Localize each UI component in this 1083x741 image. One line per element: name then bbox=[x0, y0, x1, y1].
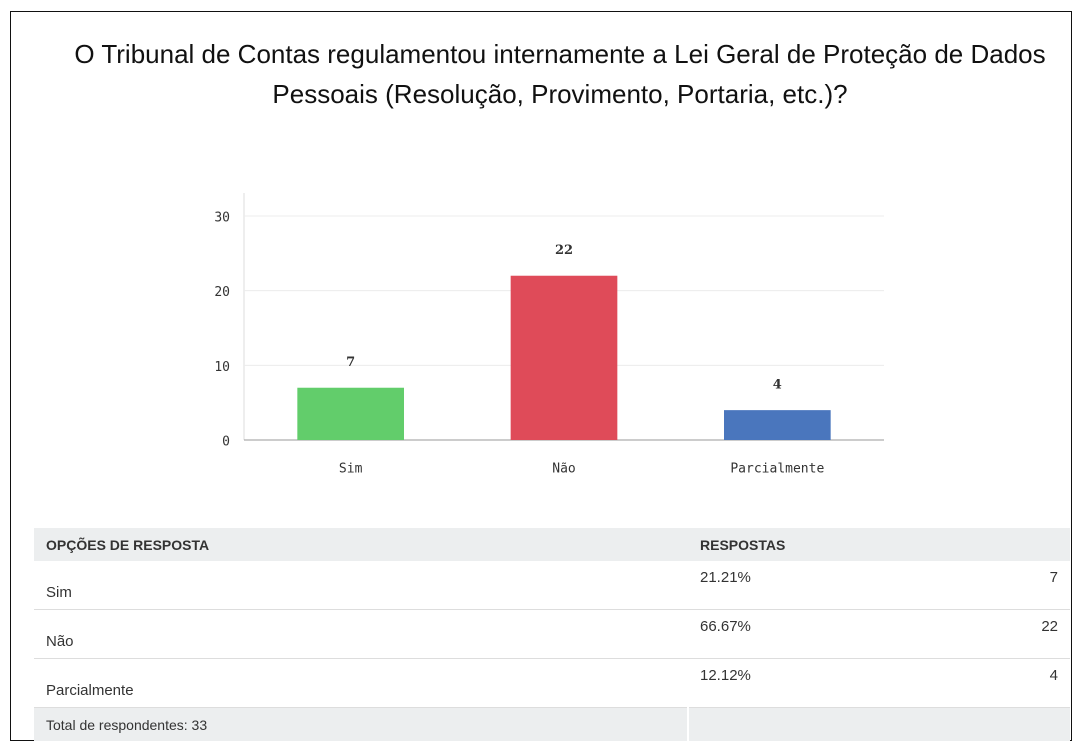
value-label: 22 bbox=[555, 243, 573, 258]
y-tick-label: 0 bbox=[222, 435, 230, 450]
y-tick-label: 30 bbox=[214, 211, 230, 226]
header-cell: RESPOSTAS bbox=[688, 528, 1070, 561]
table-cell: 21.21% bbox=[688, 561, 936, 610]
value-label: 7 bbox=[346, 355, 355, 370]
table-cell: Parcialmente bbox=[34, 659, 688, 708]
table-cell: 7 bbox=[936, 561, 1071, 610]
x-tick-label: Sim bbox=[339, 462, 363, 477]
bar bbox=[511, 276, 618, 440]
table-cell: 22 bbox=[936, 610, 1071, 659]
bar bbox=[724, 410, 831, 440]
chart: 0 10 20 30 Sim 7 Não 22 Parcialmente 4 bbox=[0, 0, 1083, 520]
table-cell: Sim bbox=[34, 561, 688, 610]
x-tick-label: Parcialmente bbox=[730, 462, 824, 477]
table-cell: 12.12% bbox=[688, 659, 936, 708]
footer-cell-empty bbox=[688, 708, 1070, 741]
table-cell: 4 bbox=[936, 659, 1071, 708]
bar bbox=[297, 388, 404, 440]
y-tick-label: 10 bbox=[214, 360, 230, 375]
value-label: 4 bbox=[773, 378, 782, 393]
footer-row: Total de respondentes: 33 bbox=[34, 708, 1070, 741]
header-row: OPÇÕES DE RESPOSTA RESPOSTAS bbox=[34, 528, 1070, 561]
x-tick-label: Não bbox=[552, 462, 575, 477]
table-cell: Não bbox=[34, 610, 688, 659]
header-cell: OPÇÕES DE RESPOSTA bbox=[34, 528, 688, 561]
table-cell: 66.67% bbox=[688, 610, 936, 659]
y-tick-label: 20 bbox=[214, 285, 230, 300]
footer-cell: Total de respondentes: 33 bbox=[34, 708, 688, 741]
